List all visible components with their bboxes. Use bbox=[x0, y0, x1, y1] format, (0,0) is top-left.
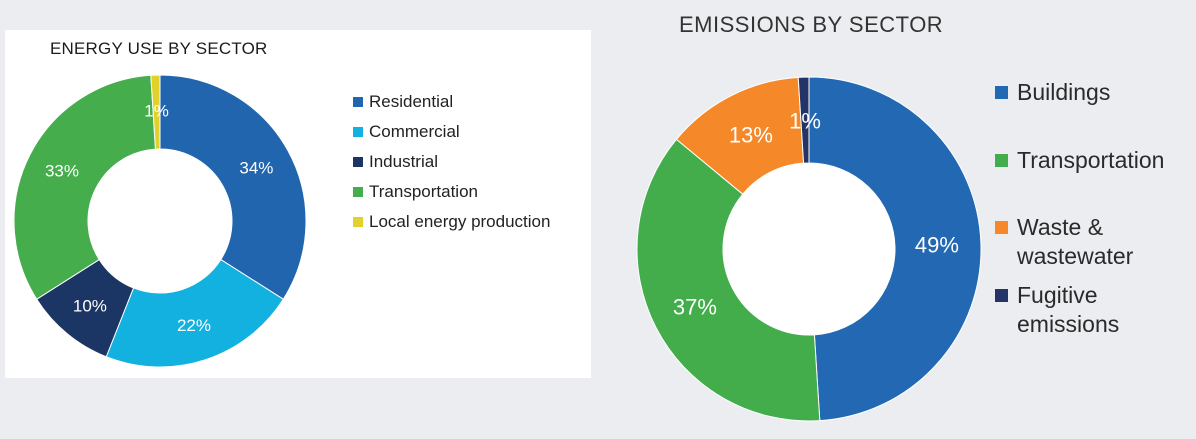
legend-item-industrial: Industrial bbox=[353, 147, 550, 177]
legend-item-commercial: Commercial bbox=[353, 117, 550, 147]
legend-item-waste-wastewater: Waste & wastewater bbox=[995, 213, 1182, 271]
energy-donut-hole bbox=[88, 149, 232, 293]
legend-swatch bbox=[995, 221, 1008, 234]
emissions-value-label: 37% bbox=[673, 295, 717, 320]
legend-swatch bbox=[353, 187, 363, 197]
energy-value-label: 1% bbox=[144, 102, 169, 121]
legend-swatch bbox=[353, 127, 363, 137]
legend-item-buildings: Buildings bbox=[995, 78, 1182, 107]
legend-swatch bbox=[995, 86, 1008, 99]
energy-value-label: 22% bbox=[177, 316, 211, 335]
energy-chart-title: ENERGY USE BY SECTOR bbox=[50, 39, 268, 58]
energy-slice-commercial bbox=[105, 258, 284, 368]
legend-label: Fugitive emissions bbox=[1017, 282, 1120, 337]
legend-swatch bbox=[353, 157, 363, 167]
legend-swatch bbox=[995, 154, 1008, 167]
emissions-chart-title: EMISSIONS BY SECTOR bbox=[679, 12, 944, 37]
emissions-value-label: 49% bbox=[915, 232, 959, 257]
legend-item-transportation: Transportation bbox=[353, 177, 550, 207]
energy-value-label: 34% bbox=[239, 159, 273, 178]
legend-label: Local energy production bbox=[369, 212, 551, 231]
legend-label: Buildings bbox=[1017, 79, 1111, 105]
emissions-donut-hole bbox=[723, 163, 895, 335]
legend-swatch bbox=[353, 217, 363, 227]
legend-swatch bbox=[353, 97, 363, 107]
legend-label: Industrial bbox=[369, 152, 438, 171]
energy-legend: Residential Commercial Industrial Transp… bbox=[353, 87, 550, 237]
legend-swatch bbox=[995, 289, 1008, 302]
emissions-value-label: 13% bbox=[729, 122, 773, 147]
legend-item-residential: Residential bbox=[353, 87, 550, 117]
legend-label: Residential bbox=[369, 92, 454, 111]
legend-item-local-energy-production: Local energy production bbox=[353, 207, 550, 237]
legend-item-fugitive-emissions: Fugitive emissions bbox=[995, 281, 1182, 339]
legend-label: Transportation bbox=[1017, 147, 1165, 173]
legend-label: Transportation bbox=[369, 182, 478, 201]
energy-value-label: 33% bbox=[45, 162, 79, 181]
energy-value-label: 10% bbox=[73, 296, 107, 315]
legend-item-transportation: Transportation bbox=[995, 146, 1182, 175]
emissions-value-label: 1% bbox=[789, 109, 821, 134]
legend-label: Commercial bbox=[369, 122, 460, 141]
legend-label: Waste & wastewater bbox=[1017, 214, 1134, 269]
